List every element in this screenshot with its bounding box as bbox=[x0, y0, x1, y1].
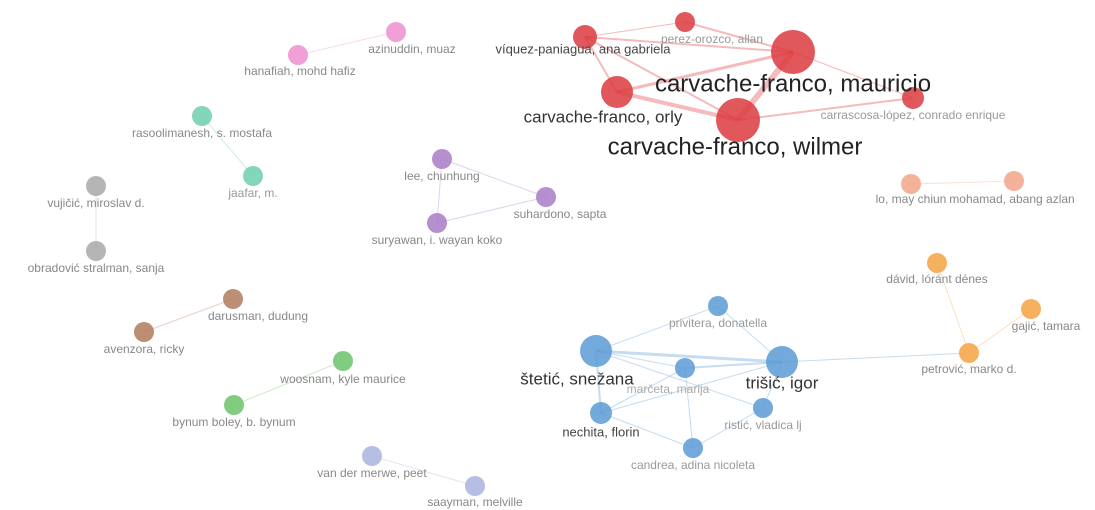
node-label: rasoolimanesh, s. mostafa bbox=[132, 126, 272, 140]
node bbox=[362, 446, 382, 466]
labels: carvache-franco, mauricio carvache-franco… bbox=[28, 32, 1081, 509]
node-label: vujičić, miroslav d. bbox=[47, 196, 144, 210]
node bbox=[243, 166, 263, 186]
edge bbox=[692, 407, 764, 449]
node-label: carvache-franco, wilmer bbox=[608, 133, 863, 160]
node bbox=[86, 176, 106, 196]
node bbox=[333, 351, 353, 371]
node-label: privitera, donatella bbox=[669, 316, 767, 330]
node-label: obradović stralman, sanja bbox=[28, 261, 165, 275]
edge bbox=[781, 352, 970, 363]
node bbox=[288, 45, 308, 65]
node bbox=[386, 22, 406, 42]
node-label: suhardono, sapta bbox=[514, 207, 607, 221]
node bbox=[134, 322, 154, 342]
node bbox=[771, 30, 815, 74]
edge bbox=[143, 298, 234, 333]
node bbox=[427, 213, 447, 233]
edge bbox=[968, 308, 1032, 354]
node-label: suryawan, i. wayan koko bbox=[372, 233, 503, 247]
node-label: carvache-franco, orly bbox=[524, 107, 683, 126]
node-label: perez-orozco, allan bbox=[661, 32, 763, 46]
node-label: carvache-franco, mauricio bbox=[655, 70, 931, 97]
edge bbox=[595, 305, 719, 352]
edge bbox=[584, 36, 794, 53]
node bbox=[573, 25, 597, 49]
node-label: ristić, vladica lj bbox=[724, 418, 801, 432]
edge bbox=[297, 31, 397, 56]
node bbox=[223, 289, 243, 309]
node bbox=[432, 149, 452, 169]
edge bbox=[737, 97, 914, 121]
edge bbox=[616, 50, 794, 94]
node-label: trišić, igor bbox=[746, 373, 819, 392]
node-label: lee, chunhung bbox=[404, 169, 479, 183]
edge bbox=[684, 367, 694, 449]
node-label: candrea, adina nicoleta bbox=[631, 458, 755, 472]
node bbox=[766, 346, 798, 378]
node bbox=[708, 296, 728, 316]
edge bbox=[600, 412, 694, 449]
node-label: petrović, marko d. bbox=[921, 362, 1016, 376]
node bbox=[902, 87, 924, 109]
node-label: van der merwe, peet bbox=[317, 466, 427, 480]
node bbox=[927, 253, 947, 273]
node-label: jaafar, m. bbox=[227, 186, 277, 200]
node bbox=[716, 98, 760, 142]
nodes bbox=[86, 12, 1041, 496]
node-label: mohamad, abang azlan bbox=[949, 192, 1074, 206]
node bbox=[1004, 171, 1024, 191]
node-label: štetić, snežana bbox=[520, 369, 634, 388]
edge bbox=[441, 158, 547, 198]
node bbox=[536, 187, 556, 207]
edge bbox=[584, 21, 686, 38]
node-label: nechita, florin bbox=[562, 424, 639, 439]
edge bbox=[436, 158, 443, 224]
node bbox=[86, 241, 106, 261]
node bbox=[683, 438, 703, 458]
node-label: lo, may chiun bbox=[876, 192, 947, 206]
node-label: gajić, tamara bbox=[1012, 319, 1081, 333]
node bbox=[590, 402, 612, 424]
node bbox=[1021, 299, 1041, 319]
edge bbox=[595, 350, 764, 409]
node-label: darusman, dudung bbox=[208, 309, 308, 323]
edges bbox=[95, 21, 1032, 487]
edge bbox=[436, 196, 547, 224]
node-label: dávid, lóránt dénes bbox=[886, 272, 987, 286]
node-label: carrascosa-lópez, conrado enrique bbox=[821, 108, 1006, 122]
edge bbox=[584, 36, 739, 121]
edge bbox=[600, 361, 783, 414]
edge bbox=[371, 455, 476, 487]
node bbox=[753, 398, 773, 418]
edge bbox=[910, 180, 1015, 185]
node bbox=[675, 358, 695, 378]
node bbox=[901, 174, 921, 194]
node-label: woosnam, kyle maurice bbox=[279, 372, 406, 386]
node bbox=[224, 395, 244, 415]
node bbox=[959, 343, 979, 363]
node-label: saayman, melville bbox=[427, 495, 523, 509]
node-label: avenzora, ricky bbox=[104, 342, 185, 356]
edge bbox=[233, 360, 344, 406]
node bbox=[601, 76, 633, 108]
node bbox=[465, 476, 485, 496]
node-label: hanafiah, mohd hafiz bbox=[244, 64, 355, 78]
node-label: víquez-paniagua, ana gabriela bbox=[496, 41, 672, 56]
edge bbox=[600, 367, 686, 414]
edge bbox=[684, 361, 783, 369]
node-label: marčeta, marija bbox=[627, 382, 710, 396]
node bbox=[192, 106, 212, 126]
node-label: azinuddin, muaz bbox=[368, 42, 455, 56]
node bbox=[675, 12, 695, 32]
edge bbox=[201, 115, 254, 177]
edge bbox=[936, 262, 970, 354]
node bbox=[580, 335, 612, 367]
node-label: bynum boley, b. bynum bbox=[172, 415, 295, 429]
edge bbox=[595, 349, 783, 364]
